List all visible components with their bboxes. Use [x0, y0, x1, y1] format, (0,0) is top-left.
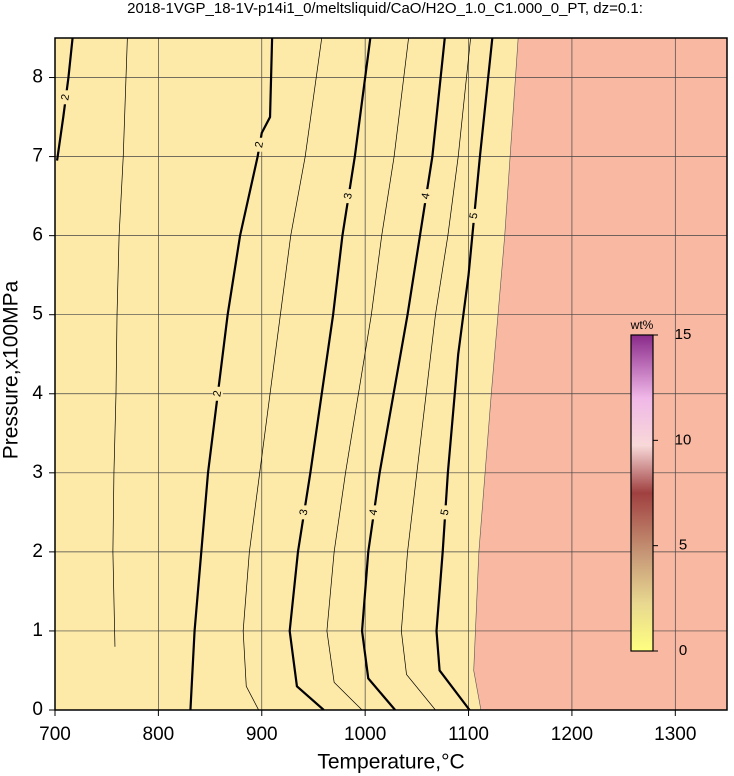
colorbar: [630, 334, 654, 652]
contour-line: [242, 38, 323, 710]
contour-line: [288, 38, 372, 710]
axes: 700 800 900 1000 1100 1200 1300 0 1 2 3 4 5 6 7 8 wt% 0 5 1…: [32, 67, 696, 745]
x-tick-label: 700: [39, 724, 71, 745]
contour-line: [360, 38, 446, 710]
contour-label: 4: [420, 192, 433, 200]
y-tick-label: 1: [32, 620, 43, 641]
x-axis-label: Temperature,°C: [317, 751, 464, 774]
contour-label: 2: [211, 390, 224, 398]
colorbar-label: wt%: [630, 318, 654, 332]
plot-frame: [54, 37, 728, 711]
contour-label-bg: [254, 137, 265, 152]
contour-label: 3: [298, 508, 311, 516]
chart-title: 2018-1VGP_18-1V-p14i1_0/meltsliquid/CaO/…: [127, 0, 643, 17]
contour-label: 4: [367, 508, 380, 516]
y-tick-label: 5: [32, 304, 43, 325]
contour-line: [435, 38, 494, 710]
colorbar-tick-label: 10: [675, 431, 692, 448]
contour-label-bg: [299, 505, 310, 520]
colorbar-tick-label: 15: [675, 326, 692, 343]
stable-region: [473, 38, 727, 710]
y-tick-label: 0: [32, 699, 43, 720]
plot-area: 2 2 2 3 3 4 4 5 5: [55, 38, 727, 710]
y-tick-label: 2: [32, 541, 43, 562]
y-tick-label: 3: [32, 462, 43, 483]
contour-label-bg: [60, 90, 71, 105]
colorbar-tick-label: 5: [679, 537, 687, 554]
contour-label: 3: [342, 192, 355, 200]
contour-label-bg: [368, 505, 379, 520]
contour-label-bg: [343, 189, 354, 204]
x-tick-label: 1300: [654, 724, 696, 745]
contour-label-bg: [212, 386, 223, 401]
contour-label: 2: [253, 141, 266, 149]
contour-line: [112, 38, 128, 647]
colorbar-tick-label: 0: [679, 642, 687, 659]
y-tick-label: 4: [32, 383, 43, 404]
contour-label-bg: [469, 208, 480, 223]
y-tick-label: 6: [32, 225, 43, 246]
contour-label-bg: [440, 505, 451, 520]
contour-line: [400, 38, 471, 710]
x-tick-label: 800: [143, 724, 175, 745]
x-tick-label: 1000: [344, 724, 386, 745]
y-axis-label: Pressure,x100MPa: [0, 280, 23, 459]
x-tick-label: 1100: [448, 724, 489, 745]
contour-line: [326, 38, 409, 710]
x-tick-label: 1200: [551, 724, 593, 745]
contour-line: [189, 38, 274, 710]
contour-label: 2: [59, 93, 72, 101]
contour-label: 5: [468, 212, 481, 220]
x-tick-label: 900: [246, 724, 278, 745]
contour-label: 5: [439, 508, 452, 516]
y-tick-label: 8: [32, 67, 43, 88]
contour-label-bg: [421, 189, 432, 204]
y-tick-label: 7: [32, 146, 43, 167]
